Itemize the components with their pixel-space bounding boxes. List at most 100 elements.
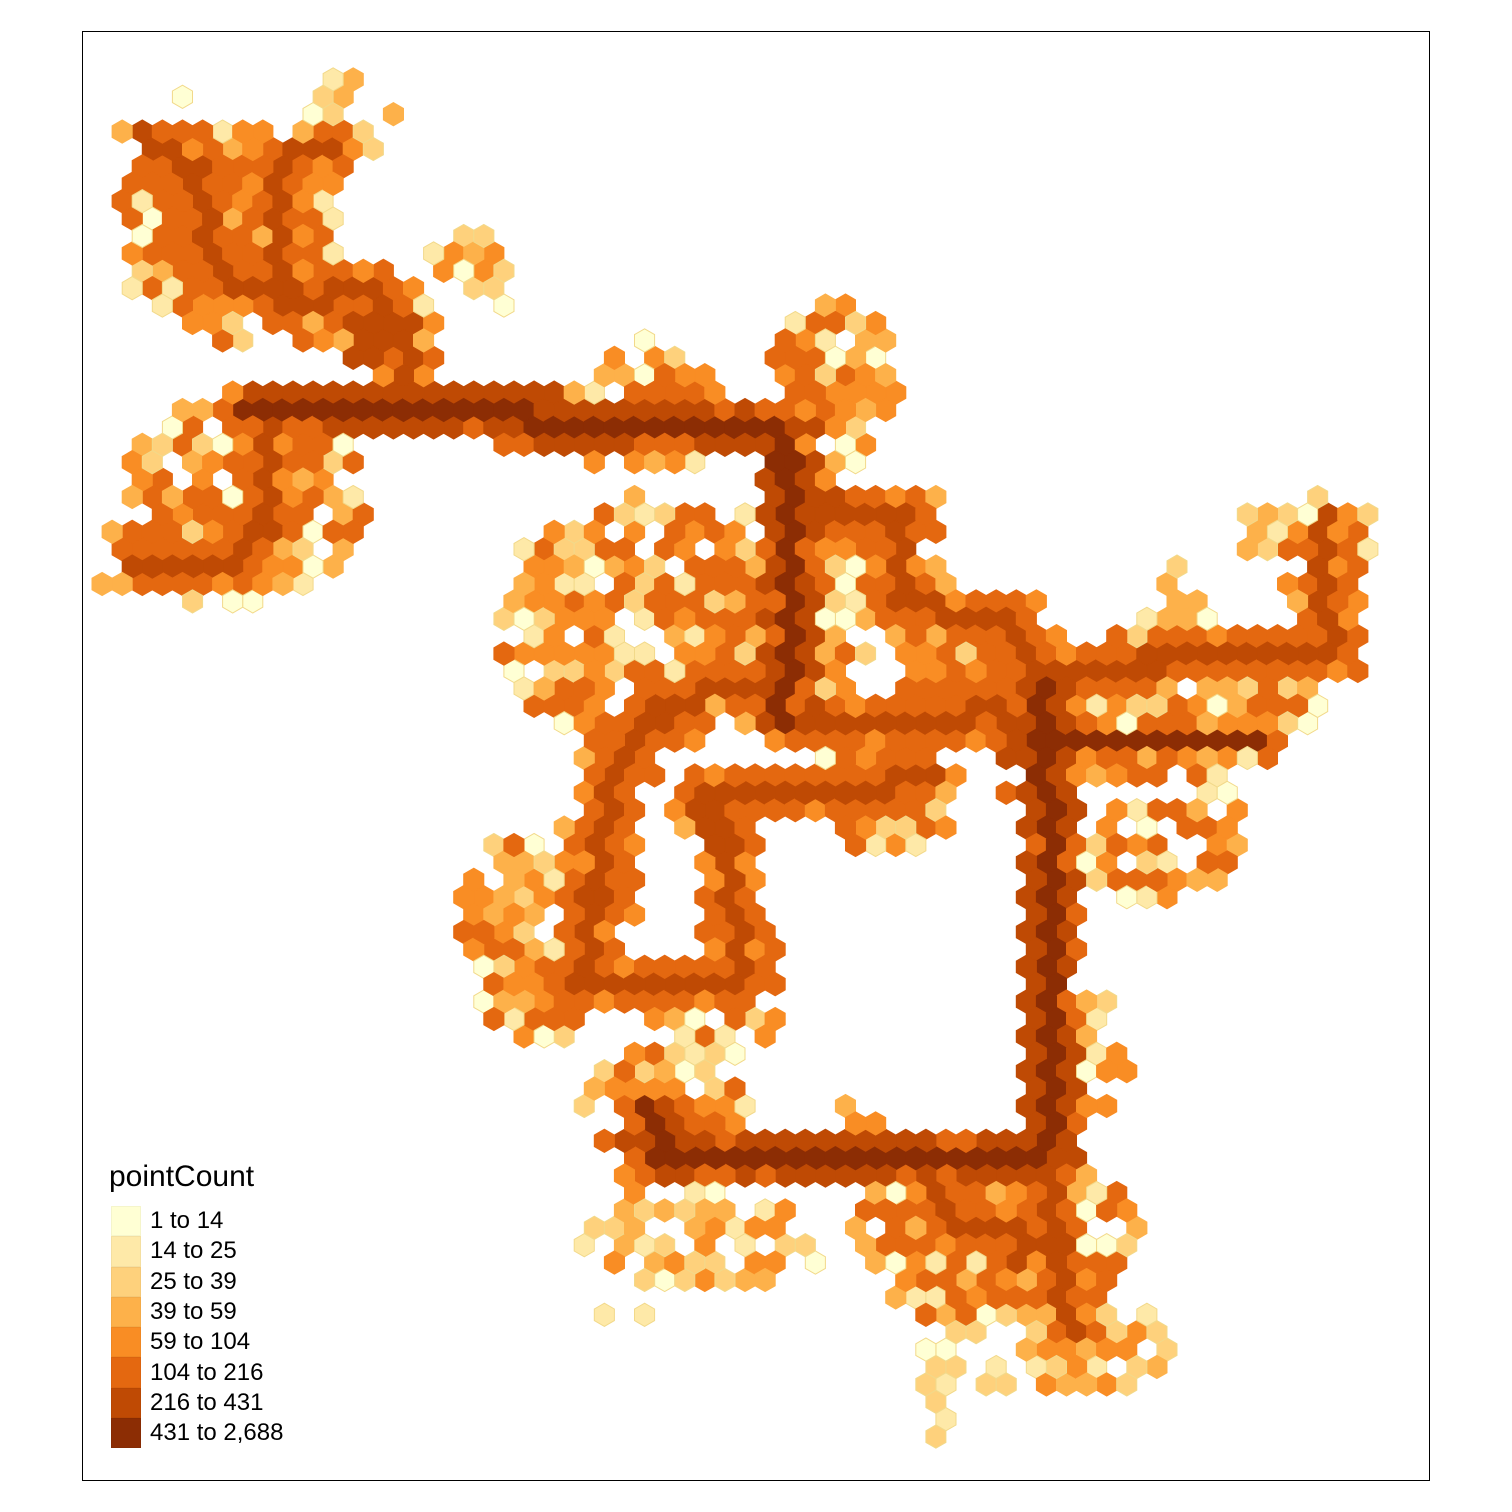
legend-row: 59 to 104 [108, 1327, 283, 1358]
hexbin-cell [1337, 641, 1359, 666]
hexbin-cell [915, 1302, 937, 1327]
hexbin-cell [1076, 1372, 1098, 1397]
legend-swatch [111, 1418, 141, 1449]
hexbin-cell [202, 450, 224, 475]
hexbin-cell [111, 189, 133, 214]
hexbin-cell [1166, 554, 1188, 579]
hexbin-cell [834, 815, 856, 840]
hexbin-cell [493, 641, 515, 666]
legend-row: 14 to 25 [108, 1236, 283, 1267]
hexbin-cell [634, 1302, 656, 1327]
hexbin-cell [603, 1250, 625, 1275]
legend-swatch [111, 1266, 141, 1297]
hexbin-cell [915, 1337, 937, 1362]
hexbin-cell [714, 1198, 736, 1223]
hexbin-cell [1196, 606, 1218, 631]
hexbin-cell [222, 589, 244, 614]
hexbin-cell [1015, 1337, 1037, 1362]
hexbin-cell [845, 1111, 867, 1136]
hexbin-cell [1236, 502, 1258, 527]
hexbin-cell [322, 206, 344, 231]
legend-label: 431 to 2,688 [150, 1419, 284, 1447]
legend-swatch [111, 1236, 141, 1267]
hexbin-cell [624, 693, 646, 718]
hexbin-cell [111, 119, 133, 144]
hexbin-cell [664, 519, 686, 544]
legend-swatch [111, 1327, 141, 1358]
hexbin-cell [834, 397, 856, 423]
hexbin-cell [654, 1198, 676, 1223]
hexbin-cell [182, 519, 204, 544]
hexbin-cell [925, 658, 947, 684]
legend-swatch [111, 1296, 141, 1328]
hexbin-cell [774, 328, 796, 353]
hexbin-cell [1096, 1302, 1118, 1327]
hexbin-cell [182, 589, 204, 614]
hexbin-cell [674, 815, 696, 840]
hexbin-cell [855, 641, 877, 666]
hexbin-cell [634, 641, 656, 666]
hexbin-cell [141, 450, 163, 475]
hexbin-cell [302, 554, 324, 579]
hexbin-cell [332, 432, 354, 457]
hexbin-cell [292, 189, 314, 214]
hexbin-cell [1307, 484, 1329, 510]
hexbin-cell [995, 780, 1017, 805]
hexbin-cell [292, 223, 314, 249]
hexbin-cell [824, 554, 846, 579]
legend-swatch [111, 1357, 141, 1388]
hexbin-cell [845, 589, 867, 614]
hexbin-cell [1086, 867, 1108, 892]
hexbin-cell [995, 1372, 1017, 1397]
hexbin-cell [1236, 537, 1258, 562]
hexbin-cell [272, 571, 294, 597]
hexbin-cell [503, 867, 525, 892]
hexbin-cell [322, 171, 344, 196]
hexbin-cell [583, 519, 605, 544]
hexbin-cell [1106, 798, 1128, 823]
hexbin-cell [724, 1076, 746, 1101]
hexbin-cell [644, 589, 666, 614]
hexbin-cell [644, 554, 666, 579]
hexbin-cell [624, 1041, 646, 1066]
hexbin-cell [925, 1424, 947, 1449]
hexbin-cell [644, 763, 666, 788]
hexbin-cell [905, 832, 927, 858]
hexbin-cell [413, 328, 435, 353]
hexbin-cell [945, 1285, 967, 1310]
hexbin-cell [1287, 589, 1309, 614]
hexbin-cell [242, 206, 264, 231]
legend-row: 104 to 216 [108, 1357, 283, 1388]
hexbin-cell [845, 450, 867, 475]
legend: pointCount 1 to 14 14 to 25 25 to 39 39 … [108, 1160, 284, 1449]
hexbin-cell [563, 380, 585, 405]
legend-row: 25 to 39 [108, 1266, 283, 1297]
hexbin-cell [1357, 502, 1379, 527]
hexbin-cell [654, 1059, 676, 1084]
hexbin-cell [292, 328, 314, 353]
hexbin-cell [322, 102, 344, 127]
hexbin-cell [975, 711, 997, 736]
hexbin-cell [192, 119, 214, 144]
hexbin-cell [483, 1006, 505, 1032]
hexbin-cell [1186, 798, 1208, 823]
hexbin-cell [583, 450, 605, 475]
hexbin-cell [674, 606, 696, 631]
hexbin-cell [764, 1006, 786, 1032]
hexbin-cell [654, 363, 676, 388]
map-panel [82, 31, 1430, 1481]
hexbin-cell [322, 519, 344, 544]
hexbin-cell [674, 571, 696, 597]
hexbin-cell [895, 676, 917, 701]
hexbin-cell [101, 519, 123, 544]
hexbin-cell [734, 641, 756, 666]
hexbin-cell [1076, 711, 1098, 736]
legend-swatch [111, 1206, 141, 1237]
hexbin-cell [1005, 1180, 1027, 1206]
hexbin-cell [804, 1250, 826, 1275]
hexbin-cell [674, 1198, 696, 1223]
legend-label: 25 to 39 [150, 1267, 237, 1295]
hexbin-cell [141, 519, 163, 544]
hexbin-cell [1116, 885, 1138, 910]
legend-label: 14 to 25 [150, 1237, 237, 1265]
